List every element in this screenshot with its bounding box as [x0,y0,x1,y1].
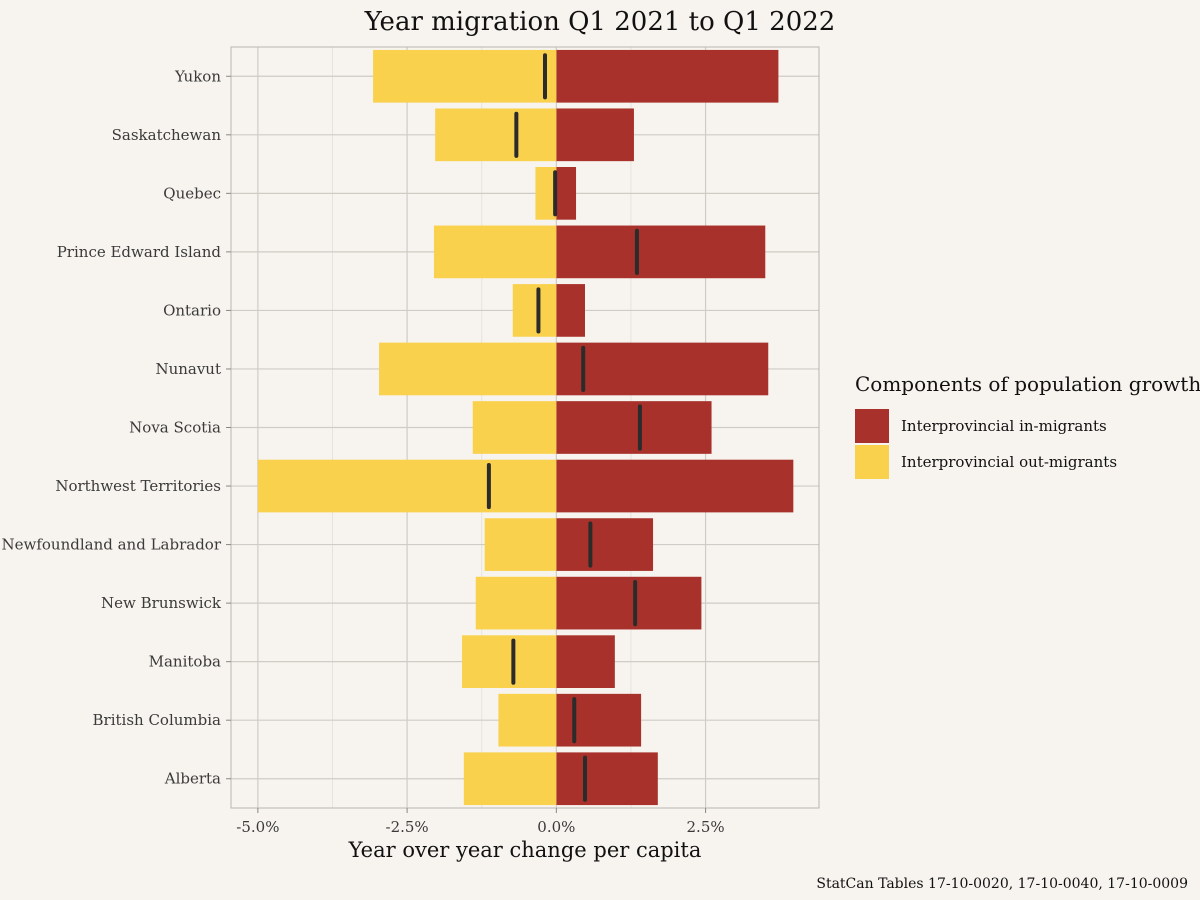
x-tick-label: -5.0% [236,818,279,836]
y-tick-label: Ontario [163,301,221,319]
bar-in-migrants [556,459,794,513]
legend-title: Components of population growth [855,372,1200,396]
y-tick-label: Alberta [164,770,221,788]
bar-in-migrants [556,576,702,630]
y-tick-label: Newfoundland and Labrador [1,536,221,554]
source-caption: StatCan Tables 17-10-0020, 17-10-0040, 1… [816,876,1188,892]
y-tick-label: Northwest Territories [55,477,221,495]
bar-out-migrants [498,693,557,747]
bar-out-migrants [379,342,557,396]
bar-out-migrants [257,459,557,513]
bar-out-migrants [463,752,557,806]
y-tick-label: Nunavut [155,360,221,378]
bar-out-migrants [462,635,557,688]
legend-label-out-migrants: Interprovincial out-migrants [901,453,1118,471]
x-tick-label: 0.0% [537,818,575,836]
y-tick-label: Quebec [163,184,221,202]
legend-swatch-out-migrants [855,445,889,479]
bar-out-migrants [472,401,557,454]
plot-area: Alberta British Columbia Manitoba New Bruns… [1,46,820,836]
bar-in-migrants [556,225,766,279]
bar-in-migrants [556,167,577,220]
bar-in-migrants [556,342,769,396]
bar-out-migrants [512,284,557,337]
bar-in-migrants [556,401,712,454]
y-tick-label: British Columbia [93,711,222,729]
legend-swatch-in-migrants [855,409,889,443]
legend-item-in-migrants: Interprovincial in-migrants [855,408,1200,444]
bar-in-migrants [556,49,779,103]
bar-out-migrants [484,518,557,571]
bar-in-migrants [556,284,585,337]
bar-out-migrants [535,167,557,220]
y-tick-label: New Brunswick [101,594,222,612]
bar-out-migrants [475,576,557,630]
y-tick-label: Saskatchewan [112,126,222,144]
y-tick-label: Nova Scotia [129,419,221,437]
x-tick-label: 2.5% [687,818,725,836]
bar-in-migrants [556,108,634,162]
x-tick-label: -2.5% [386,818,429,836]
y-tick-label: Manitoba [149,653,221,671]
bar-in-migrants [556,752,658,806]
bar-in-migrants [556,693,642,747]
bar-in-migrants [556,518,654,571]
bar-in-migrants [556,635,615,688]
legend: Components of population growth Interpro… [855,372,1200,480]
chart-title: Year migration Q1 2021 to Q1 2022 [364,7,836,37]
y-tick-label: Prince Edward Island [57,243,222,261]
bar-out-migrants [435,108,557,162]
legend-label-in-migrants: Interprovincial in-migrants [901,417,1107,435]
bar-out-migrants [433,225,557,279]
y-tick-label: Yukon [174,67,221,85]
legend-item-out-migrants: Interprovincial out-migrants [855,444,1200,480]
bar-out-migrants [373,49,557,103]
x-axis-title: Year over year change per capita [348,838,702,862]
